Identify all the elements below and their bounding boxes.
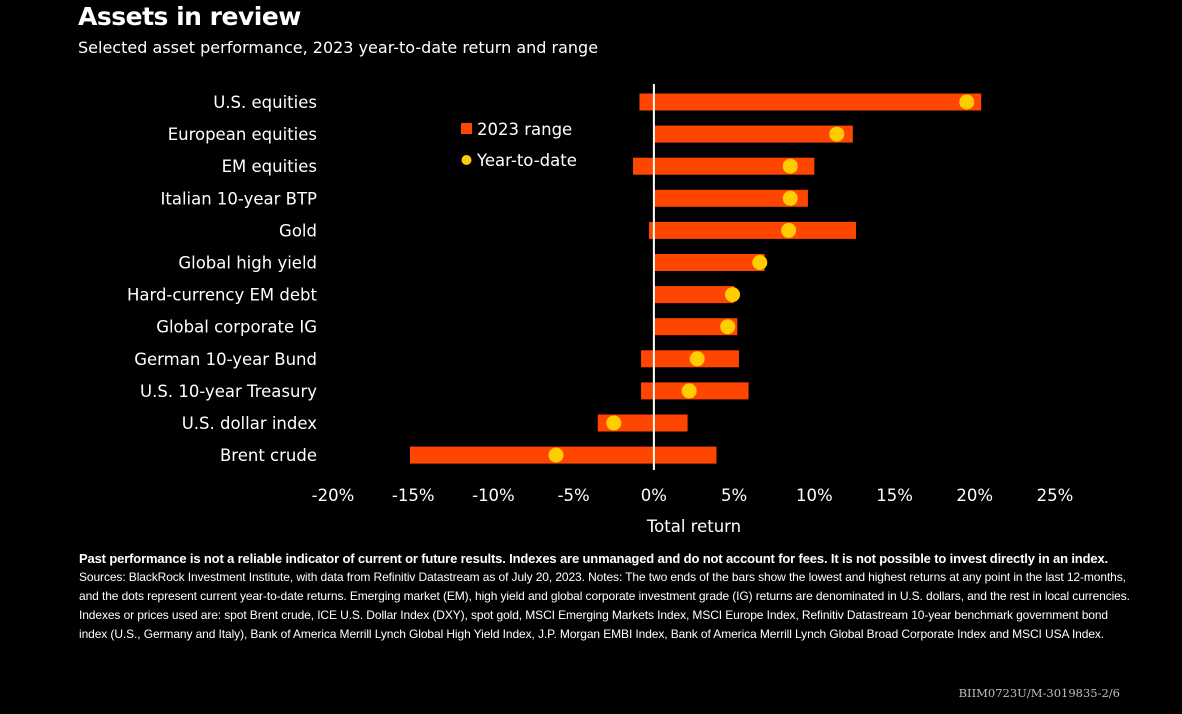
page-subtitle: Selected asset performance, 2023 year-to…	[78, 38, 599, 57]
ytd-dot-global-high-yield	[752, 255, 768, 270]
category-label-brent-crude: Brent crude	[220, 446, 317, 465]
footer: Past performance is not a reliable indic…	[79, 549, 1139, 644]
range-bar-hard-currency-em-debt	[653, 286, 735, 304]
legend-ytd-label: Year-to-date	[476, 151, 577, 170]
legend-range-label: 2023 range	[477, 120, 572, 139]
range-bar-global-high-yield	[653, 254, 765, 271]
legend-range-swatch	[461, 123, 472, 134]
x-tick-label: 15%	[876, 486, 913, 505]
ytd-dot-u-s-equities	[959, 94, 975, 110]
sources-notes-text: Sources: BlackRock Investment Institute,…	[79, 570, 1130, 641]
ytd-dot-european-equities	[829, 126, 845, 142]
x-tick-label: -5%	[558, 486, 590, 505]
range-bar-european-equities	[653, 125, 853, 143]
x-tick-label: -15%	[392, 486, 435, 505]
x-tick-label: 10%	[796, 486, 833, 505]
range-bar-chart: U.S. equities European equities EM equitie…	[127, 84, 1074, 536]
category-label-em-equities: EM equities	[222, 157, 317, 176]
ytd-dot-hard-currency-em-debt	[725, 287, 741, 303]
page-title: Assets in review	[78, 2, 301, 31]
x-tick-label: -10%	[472, 486, 515, 505]
category-label-italian-10-year-btp: Italian 10-year BTP	[161, 189, 318, 208]
range-bar-italian-10-year-btp	[653, 189, 808, 207]
range-bar-em-equities	[633, 157, 815, 175]
ytd-dot-global-corporate-ig	[720, 319, 736, 335]
x-axis-label: Total return	[646, 517, 741, 536]
document-code: BIIM0723U/M-3019835-2/6	[958, 686, 1120, 700]
range-bar-gold	[649, 221, 857, 239]
category-label-global-corporate-ig: Global corporate IG	[156, 318, 317, 337]
x-tick-label: -20%	[312, 486, 355, 505]
x-tick-label: 0%	[641, 486, 667, 505]
category-label-global-high-yield: Global high yield	[178, 254, 317, 273]
category-label-european-equities: European equities	[168, 125, 317, 144]
category-label-gold: Gold	[279, 221, 317, 240]
range-bar-u-s-equities	[639, 93, 982, 111]
category-label-u-s-dollar-index: U.S. dollar index	[182, 414, 318, 433]
x-tick-label: 20%	[956, 486, 993, 505]
ytd-dot-u-s-10-year-treasury	[681, 383, 697, 399]
category-label-german-10-year-bund: German 10-year Bund	[134, 350, 317, 369]
ytd-dot-u-s-dollar-index	[606, 415, 622, 431]
ytd-dot-german-10-year-bund	[689, 351, 705, 367]
category-label-hard-currency-em-debt: Hard-currency EM debt	[127, 286, 318, 305]
legend-ytd-swatch	[461, 155, 472, 165]
range-bar-u-s-dollar-index	[597, 414, 688, 432]
ytd-dot-gold	[781, 222, 797, 238]
x-tick-label: 5%	[721, 486, 747, 505]
x-tick-label: 25%	[1037, 486, 1074, 505]
ytd-dot-brent-crude	[548, 447, 564, 463]
range-bar-global-corporate-ig	[653, 318, 738, 336]
ytd-dot-em-equities	[782, 158, 798, 174]
disclaimer-text: Past performance is not a reliable indic…	[79, 551, 1108, 566]
category-label-u-s-equities: U.S. equities	[213, 93, 317, 112]
ytd-dot-italian-10-year-btp	[782, 190, 798, 206]
category-label-u-s-10-year-treasury: U.S. 10-year Treasury	[140, 382, 317, 401]
